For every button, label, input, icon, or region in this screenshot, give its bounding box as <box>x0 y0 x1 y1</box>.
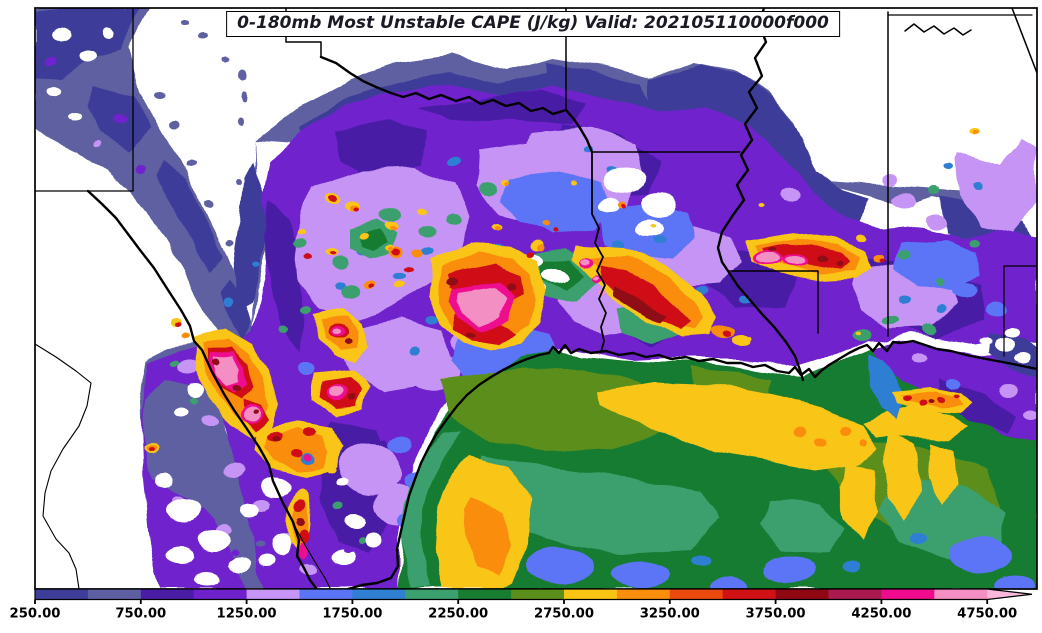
colorbar-outline <box>34 588 1033 601</box>
colorbar-segment <box>299 589 353 600</box>
border-newmexico-texas <box>35 8 134 192</box>
colorbar-segment <box>405 589 459 600</box>
colorbar-segment <box>193 589 247 600</box>
colorbar-segment <box>87 589 142 600</box>
colorbar-tick-label: 250.00 <box>10 607 61 622</box>
plot-title: 0-180mb Most Unstable CAPE (J/kg) Valid:… <box>226 11 840 37</box>
mississippi-river <box>716 8 805 382</box>
cape-hotspots <box>143 129 980 558</box>
colorbar-tick-label: 2750.00 <box>534 607 594 622</box>
red-river-border <box>319 55 594 154</box>
border-louisiana-mississippi <box>727 270 819 334</box>
rio-grande-river <box>86 189 318 589</box>
colorbar-tick-label: 4250.00 <box>851 607 911 622</box>
colorbar-segment <box>828 589 882 600</box>
white-minima <box>144 70 1032 587</box>
colorbar-tick-label: 1250.00 <box>217 607 277 622</box>
border-alabama-florida <box>1003 265 1037 357</box>
colorbar-segment <box>35 589 89 600</box>
colorbar-segment <box>352 589 406 600</box>
colorbar-tick-label: 2250.00 <box>428 607 488 622</box>
colorbar-segment <box>775 589 829 600</box>
colorbar-segment <box>458 589 512 600</box>
colorbar-segment <box>140 589 195 600</box>
colorbar-segment <box>246 589 300 600</box>
plot-title-text: 0-180mb Most Unstable CAPE (J/kg) Valid:… <box>237 13 829 33</box>
mexico-state-border-2 <box>292 522 331 589</box>
colorbar-segment <box>934 589 988 600</box>
field-slate-northwest <box>35 8 258 374</box>
colorbar-segment <box>511 589 565 600</box>
border-alabama-georgia <box>1011 8 1037 74</box>
tennessee-river <box>904 23 972 36</box>
colorbar-segment <box>616 589 671 600</box>
colorbar-segment <box>564 589 618 600</box>
gulf-field <box>398 342 1037 589</box>
gulf-coastline <box>346 339 1037 589</box>
colorbar-segment <box>881 589 935 600</box>
border-texas-louisiana <box>591 151 607 353</box>
colorbar: 250.00 750.00 1250.00 1750.00 2250.00 2750.00… <box>10 588 1033 622</box>
mexico-state-border <box>35 343 92 589</box>
colorbar-tick-label: 3250.00 <box>640 607 700 622</box>
colorbar-tick-label: 3750.00 <box>746 607 806 622</box>
map-borders <box>35 8 1037 589</box>
colorbar-segment <box>669 589 724 600</box>
colorbar-tick-label: 750.00 <box>115 607 166 622</box>
colorbar-tick-label: 1750.00 <box>322 607 382 622</box>
colorbar-extend-arrow <box>987 589 1032 600</box>
colorbar-segment <box>722 589 776 600</box>
cape-field <box>35 8 1037 589</box>
colorbar-tick-label: 4750.00 <box>957 607 1017 622</box>
